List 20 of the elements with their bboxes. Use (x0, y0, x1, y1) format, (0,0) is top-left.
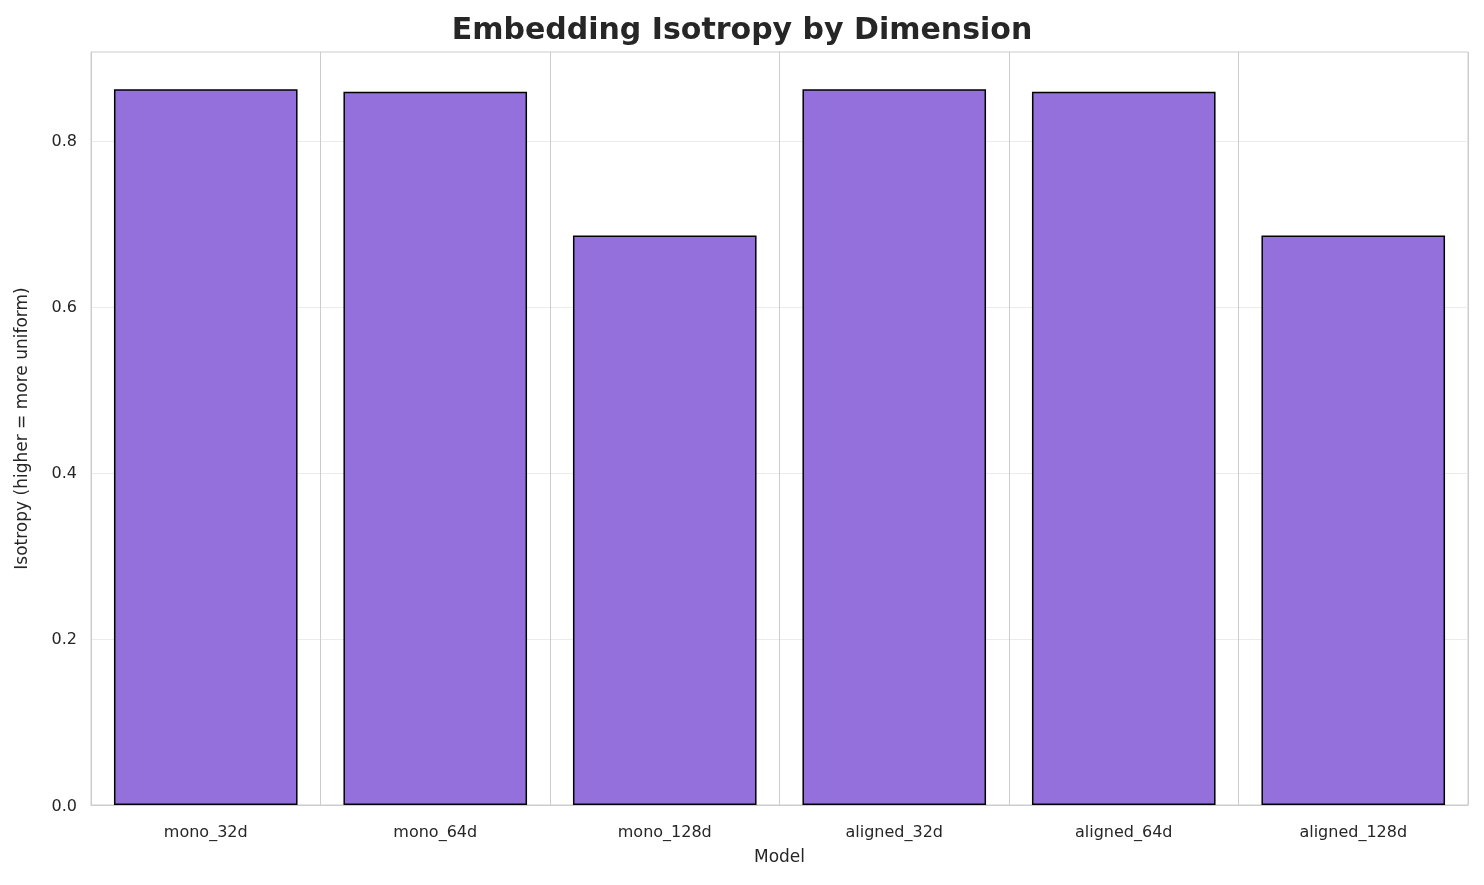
x-axis-title: Model (753, 845, 806, 866)
chart-title: Embedding Isotropy by Dimension (451, 10, 1033, 46)
bar (1261, 235, 1446, 805)
x-tick-label: mono_64d (393, 821, 478, 842)
bar (572, 235, 757, 805)
bar (113, 89, 298, 805)
x-tick-label: aligned_128d (1299, 821, 1408, 842)
y-tick-label: 0.2 (51, 629, 77, 649)
y-tick-label: 0.8 (51, 131, 77, 151)
y-axis-title: Isotropy (higher = more uniform) (10, 287, 31, 570)
y-tick-label: 0.0 (51, 795, 77, 815)
bar (802, 89, 987, 805)
bar (1031, 91, 1216, 805)
y-tick-label: 0.6 (51, 297, 77, 317)
bar (343, 91, 528, 805)
x-tick-label: mono_32d (163, 821, 248, 842)
y-tick-label: 0.4 (51, 463, 77, 483)
x-tick-label: aligned_64d (1074, 821, 1173, 842)
x-tick-label: aligned_32d (845, 821, 944, 842)
x-tick-label: mono_128d (617, 821, 712, 842)
